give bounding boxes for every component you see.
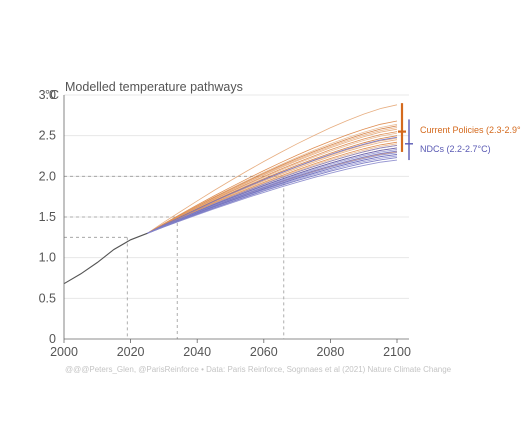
x-tick-0: 2000	[50, 345, 78, 359]
current-policies-line-5	[147, 128, 398, 234]
current-policies-line-10	[147, 139, 398, 234]
ndcs-line-3	[147, 149, 398, 234]
x-tick-4: 2080	[316, 345, 344, 359]
x-tick-5: 2100	[383, 345, 411, 359]
ndcs-line-8	[147, 157, 398, 234]
y-tick-1: 0.5	[39, 291, 56, 305]
historical-line	[63, 232, 148, 285]
ndcs-line-5	[147, 152, 398, 234]
series-lines	[63, 104, 398, 285]
ndcs-label: NDCs (2.2-2.7°C)	[420, 144, 491, 154]
reference-lines	[64, 175, 285, 339]
y-tick-2: 1.0	[39, 251, 56, 265]
ndcs-line-0	[147, 136, 398, 234]
x-tick-labels: 2000 2020 2040 2060 2080 2100	[50, 339, 411, 359]
credit-text: @@@Peters_Glen, @ParisReinforce • Data: …	[65, 365, 452, 374]
y-tick-3: 1.5	[39, 210, 56, 224]
x-tick-3: 2060	[250, 345, 278, 359]
x-tick-1: 2020	[117, 345, 145, 359]
ndcs-line-1	[147, 144, 398, 234]
chart-title: Modelled temperature pathways	[65, 80, 243, 94]
current-policies-line-7	[147, 132, 398, 234]
y-tick-4: 2.0	[39, 169, 56, 183]
y-tick-0: 0	[49, 332, 56, 346]
current-policies-label: Current Policies (2.3-2.9°	[420, 125, 521, 135]
current-policies-line-0	[147, 104, 398, 234]
y-tick-6: 3.0	[39, 88, 56, 102]
current-policies-line-1	[147, 120, 398, 234]
ndcs-line-4	[147, 150, 398, 234]
grid-lines	[64, 94, 409, 299]
x-tick-2: 2040	[183, 345, 211, 359]
range-brackets	[398, 103, 413, 161]
y-tick-labels: 0 0.5 1.0 1.5 2.0 2.5 3.0	[39, 88, 56, 346]
y-tick-5: 2.5	[39, 129, 56, 143]
ndcs-line-9	[147, 159, 398, 234]
axes	[63, 95, 409, 340]
y-unit-label: °C	[45, 88, 59, 102]
ndcs-line-7	[147, 155, 398, 234]
